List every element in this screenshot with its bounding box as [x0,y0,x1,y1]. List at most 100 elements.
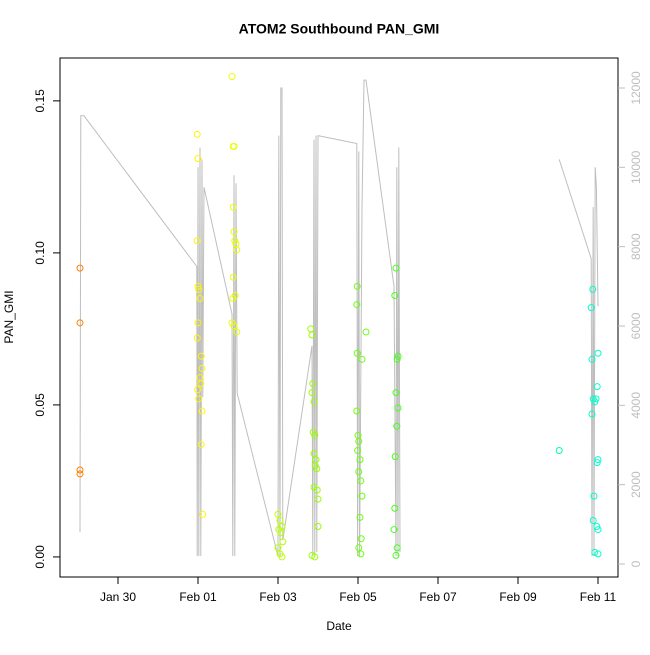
point [393,422,401,430]
point [594,349,602,357]
point [594,456,602,464]
point [195,395,203,403]
point [278,553,286,561]
point [390,526,398,534]
point [193,334,201,342]
point [590,492,598,500]
point [392,389,400,397]
x-tick-label: Feb 03 [259,590,297,604]
point [229,203,237,211]
point [229,294,237,302]
point [279,538,287,546]
point [355,468,363,476]
point [593,383,601,391]
point [591,398,599,406]
point [358,492,366,500]
y-tick-label: 0.10 [33,241,47,265]
point [277,529,285,537]
point [353,349,361,357]
point [588,410,596,418]
y2-tick-label: 12000 [629,71,643,105]
point [391,453,399,461]
point [76,319,84,327]
x-tick-label: Feb 05 [339,590,377,604]
y2-tick-label: 6000 [629,312,643,339]
point [589,516,597,524]
x-tick-label: Feb 09 [499,590,537,604]
point [76,470,84,478]
point [353,407,361,415]
point [391,504,399,512]
point [309,380,317,388]
point [197,352,205,360]
point [555,447,563,455]
point [591,548,599,556]
point [313,486,321,494]
point [594,526,602,534]
point [393,544,401,552]
point [193,130,201,138]
y2-tick-label: 10000 [629,150,643,184]
point [593,523,601,531]
point [394,352,402,360]
point [392,264,400,272]
point [228,73,236,81]
point [230,142,238,150]
point [356,513,364,521]
point [353,282,361,290]
y-tick-label: 0.00 [33,545,47,569]
plot-frame [59,57,619,578]
y2-tick-label: 2000 [629,471,643,498]
point [355,544,363,552]
point [357,477,365,485]
point [231,237,239,245]
point [276,516,284,524]
y2-tick-label: 0 [629,560,643,567]
x-axis-label: Date [326,619,352,633]
point [274,544,282,552]
y-tick-label: 0.05 [33,393,47,417]
point [198,364,206,372]
point [233,246,241,254]
point [362,328,370,336]
point [308,389,316,397]
point [357,535,365,543]
point [274,510,282,518]
x-tick-label: Feb 11 [580,590,617,604]
point [594,550,602,558]
point [198,407,206,415]
point [193,237,201,245]
point [233,328,241,336]
point [588,355,596,363]
point [194,155,202,163]
point [392,551,400,559]
point [355,437,363,445]
altitude-line [79,79,599,557]
point [197,380,205,388]
y2-tick-label: 8000 [629,233,643,260]
point [314,523,322,531]
point [311,431,319,439]
point [195,285,203,293]
point [592,395,600,403]
point [76,466,84,474]
point [197,440,205,448]
point [314,495,322,503]
point [229,273,237,281]
point [230,228,238,236]
point [391,291,399,299]
point [353,301,361,309]
point [308,331,316,339]
point [310,398,318,406]
point [310,450,318,458]
point [356,456,364,464]
point [394,404,402,412]
point [313,465,321,473]
point [593,459,601,467]
point [194,319,202,327]
x-tick-label: Feb 07 [419,590,457,604]
y-tick-label: 0.15 [33,89,47,113]
point [196,294,204,302]
